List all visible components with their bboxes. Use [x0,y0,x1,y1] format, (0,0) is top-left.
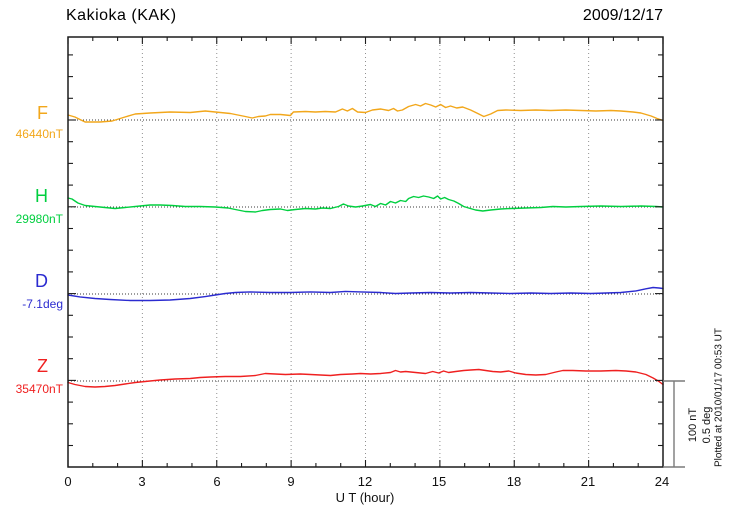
trace-z [67,368,664,388]
channel-base-z: 35470nT [15,382,63,396]
trace-f [67,102,664,123]
scalebar-label-nt: 100 nT [687,407,699,443]
x-tick-label-15: 15 [431,474,447,489]
x-tick-label-12: 12 [357,474,373,489]
channel-label-z: Z [37,356,48,376]
x-tick-label-24: 24 [654,474,670,489]
x-tick-label-18: 18 [506,474,522,489]
plotted-at-note: Plotted at 2010/01/17 00:53 UT [713,328,725,467]
trace-d [67,286,664,302]
channel-base-d: -7.1deg [22,297,63,311]
x-tick-label-6: 6 [213,474,221,489]
channel-base-f: 46440nT [15,127,63,141]
x-tick-label-9: 9 [287,474,295,489]
channel-label-h: H [35,186,48,206]
x-tick-label-21: 21 [580,474,596,489]
trace-h [67,195,664,213]
channel-label-d: D [35,271,48,291]
plot-date: 2009/12/17 [582,7,663,24]
page-title: Kakioka (KAK) [66,7,177,24]
scalebar-label: 100 nT 0.5 deg [687,390,715,460]
x-tick-label-0: 0 [64,474,72,489]
channel-base-h: 29980nT [15,212,63,226]
channel-label-f: F [37,103,48,123]
x-axis-label: U T (hour) [335,490,395,505]
x-tick-label-3: 3 [138,474,146,489]
scalebar-label-deg: 0.5 deg [700,406,713,444]
